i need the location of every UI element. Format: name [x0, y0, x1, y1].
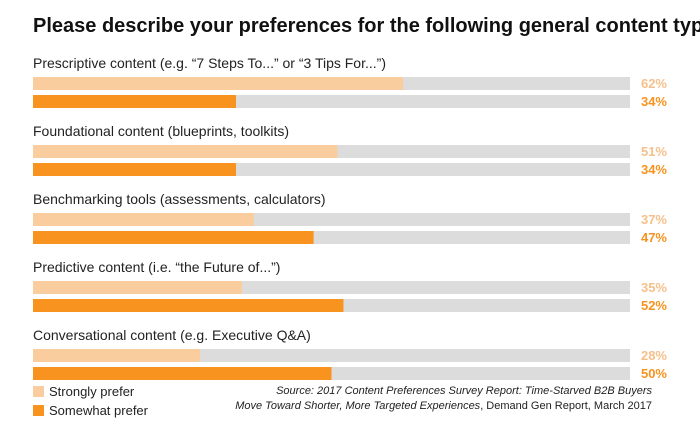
source-line-1: Source: 2017 Content Preferences Survey … [276, 385, 652, 397]
bar-somewhat-prefer-cat-4 [33, 299, 344, 312]
bar-somewhat-prefer-cat-2 [33, 163, 236, 176]
value-label-strongly-prefer-cat-2: 51% [641, 144, 667, 159]
source-report-title: Move Toward Shorter, More Targeted Exper… [235, 400, 480, 412]
bar-strongly-prefer-cat-3 [33, 213, 254, 226]
bar-somewhat-prefer-cat-1 [33, 95, 236, 108]
legend-swatch-strongly-prefer [33, 386, 44, 397]
value-label-somewhat-prefer-cat-5: 50% [641, 366, 667, 381]
category-label: Foundational content (blueprints, toolki… [33, 123, 289, 139]
bar-groups: Prescriptive content (e.g. “7 Steps To..… [33, 55, 667, 381]
bar-somewhat-prefer-cat-5 [33, 367, 332, 380]
category-label: Conversational content (e.g. Executive Q… [33, 327, 311, 343]
value-label-somewhat-prefer-cat-2: 34% [641, 162, 667, 177]
source-line-2: Move Toward Shorter, More Targeted Exper… [235, 400, 652, 412]
legend-label-somewhat-prefer: Somewhat prefer [49, 403, 149, 418]
value-label-strongly-prefer-cat-5: 28% [641, 348, 667, 363]
value-label-strongly-prefer-cat-1: 62% [641, 76, 667, 91]
category-label: Predictive content (i.e. “the Future of.… [33, 259, 280, 275]
value-label-somewhat-prefer-cat-1: 34% [641, 94, 667, 109]
legend-swatch-somewhat-prefer [33, 405, 44, 416]
bar-somewhat-prefer-cat-3 [33, 231, 314, 244]
value-label-strongly-prefer-cat-4: 35% [641, 280, 667, 295]
category-label: Prescriptive content (e.g. “7 Steps To..… [33, 55, 386, 71]
bar-strongly-prefer-cat-4 [33, 281, 242, 294]
value-label-somewhat-prefer-cat-4: 52% [641, 298, 667, 313]
legend: Strongly prefer Somewhat prefer [33, 384, 149, 418]
value-label-strongly-prefer-cat-3: 37% [641, 212, 667, 227]
bar-strongly-prefer-cat-1 [33, 77, 404, 90]
source-publisher: , Demand Gen Report, March 2017 [480, 400, 652, 412]
bar-strongly-prefer-cat-5 [33, 349, 201, 362]
value-label-somewhat-prefer-cat-3: 47% [641, 230, 667, 245]
source-note: Source: 2017 Content Preferences Survey … [235, 385, 652, 412]
bar-strongly-prefer-cat-2 [33, 145, 338, 158]
category-label: Benchmarking tools (assessments, calcula… [33, 191, 326, 207]
legend-label-strongly-prefer: Strongly prefer [49, 384, 135, 399]
chart-title: Please describe your preferences for the… [33, 15, 700, 37]
